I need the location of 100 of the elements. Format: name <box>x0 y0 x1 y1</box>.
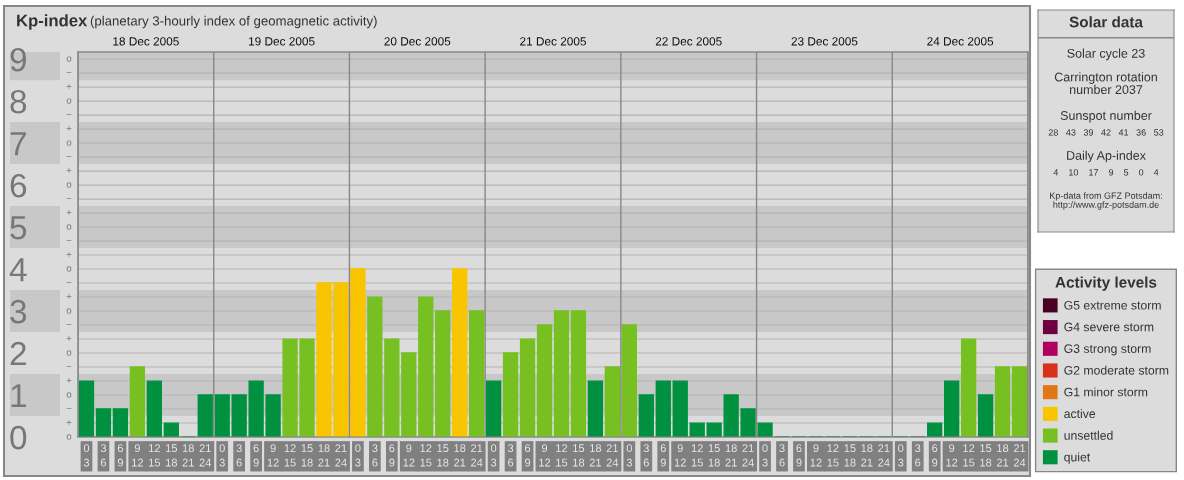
text: + <box>66 293 72 299</box>
text: + <box>66 419 72 425</box>
x-tick-label: 3 6 <box>372 444 378 467</box>
x-tick-label: 12 15 <box>963 444 975 467</box>
x-tick-label: 6 9 <box>932 444 938 467</box>
text: − <box>66 281 72 283</box>
chart-subtitle: (planetary 3-hourly index of geomagnetic activity) <box>90 15 377 29</box>
x-tick-label: 6 9 <box>253 444 259 467</box>
text: 4 10 17 9 5 0 4 <box>1053 169 1159 176</box>
x-tick-label: 3 6 <box>643 444 649 467</box>
x-tick-label: 0 3 <box>762 444 768 467</box>
x-tick-label: 21 24 <box>606 444 619 467</box>
x-tick-label: 15 18 <box>165 444 178 467</box>
text: + <box>66 209 72 215</box>
legend-title: Activity levels <box>1055 276 1157 291</box>
x-tick-label: 18 21 <box>996 444 1009 467</box>
text: o <box>66 140 72 146</box>
legend-label: G4 severe storm <box>1064 322 1154 332</box>
y-tick-label: 7 <box>10 132 26 156</box>
legend-label: unsettled <box>1064 430 1113 440</box>
text: Carrington rotation number 2037 <box>1054 72 1157 94</box>
x-tick-label: 9 12 <box>539 444 551 467</box>
x-tick-label: 21 24 <box>742 444 754 467</box>
text: o <box>66 224 72 230</box>
x-tick-label: 9 12 <box>810 444 822 467</box>
y-tick-label: 3 <box>10 299 27 324</box>
legend-label: G2 moderate storm <box>1064 365 1169 375</box>
x-tick-label: 0 3 <box>355 444 361 467</box>
text: o <box>66 350 72 356</box>
x-tick-label: 0 3 <box>898 444 904 467</box>
legend-label: G3 strong storm <box>1064 344 1151 356</box>
x-tick-label: 18 21 <box>861 444 873 467</box>
text: − <box>66 114 72 115</box>
x-tick-label: 0 3 <box>490 444 497 467</box>
text: Kp-data from GFZ Potsdam: http://www.gfz-potsdam.de <box>1050 192 1162 210</box>
legend-label: G5 extreme storm <box>1064 300 1161 310</box>
x-tick-label: 21 24 <box>1013 444 1026 467</box>
x2-tick-label: 19 Dec 2005 <box>249 37 315 46</box>
y-tick-label: 9 <box>10 47 26 72</box>
x-tick-label: 3 6 <box>100 444 107 467</box>
text: − <box>66 156 72 157</box>
x-tick-label: 9 12 <box>946 444 958 467</box>
x-tick-label: 18 21 <box>454 444 466 467</box>
x-tick-label: 3 6 <box>915 444 921 467</box>
x-tick-label: 9 12 <box>674 444 686 467</box>
text: o <box>66 434 72 440</box>
x-tick-label: 15 18 <box>573 444 585 467</box>
x-tick-label: 12 15 <box>691 444 703 467</box>
x-tick-label: 15 18 <box>437 444 449 467</box>
y-tick-label: 8 <box>10 89 27 114</box>
x2-tick-label: 20 Dec 2005 <box>384 37 451 46</box>
text: + <box>66 335 72 341</box>
x-tick-label: 12 15 <box>284 444 296 467</box>
text: 28 43 39 42 41 36 53 <box>1048 129 1164 136</box>
x-tick-label: 15 18 <box>708 444 720 467</box>
x-tick-label: 9 12 <box>132 444 143 467</box>
x-tick-label: 15 18 <box>980 444 992 467</box>
y-tick-label: 1 <box>11 384 26 408</box>
x2-tick-label: 18 Dec 2005 <box>113 37 179 46</box>
text: o <box>66 308 72 314</box>
text: + <box>66 251 72 257</box>
x-tick-label: 6 9 <box>796 444 802 467</box>
x-tick-label: 15 18 <box>844 444 856 467</box>
text: Daily Ap-index <box>1067 150 1146 163</box>
text: + <box>66 126 72 131</box>
text: o <box>66 56 72 62</box>
text: Solar cycle 23 <box>1067 48 1145 61</box>
x-tick-label: 6 9 <box>117 444 124 467</box>
x-tick-label: 21 24 <box>471 444 483 467</box>
x-tick-label: 6 9 <box>524 444 531 467</box>
x-tick-label: 0 3 <box>83 444 90 467</box>
x2-tick-label: 21 Dec 2005 <box>520 37 586 46</box>
text: − <box>66 198 72 199</box>
x-tick-label: 3 6 <box>236 444 242 467</box>
text: − <box>66 365 72 367</box>
text: Solar data <box>1069 16 1144 28</box>
text: + <box>66 377 72 383</box>
x-tick-label: 9 12 <box>267 444 279 467</box>
x-tick-label: 12 15 <box>556 444 568 467</box>
y-tick-label: 4 <box>9 258 27 282</box>
x2-tick-label: 23 Dec 2005 <box>791 37 858 46</box>
text: − <box>66 72 72 73</box>
y-tick-label: 0 <box>10 425 27 450</box>
x-tick-label: 21 24 <box>878 444 890 467</box>
x-tick-label: 3 6 <box>779 444 785 467</box>
x2-tick-label: 22 Dec 2005 <box>655 37 722 46</box>
x-tick-label: 3 6 <box>507 444 514 467</box>
x-tick-label: 18 21 <box>589 444 602 467</box>
x-tick-label: 0 3 <box>219 444 225 467</box>
x-tick-label: 6 9 <box>389 444 395 467</box>
x-tick-label: 0 3 <box>626 444 632 467</box>
text: − <box>66 323 72 325</box>
x2-tick-label: 24 Dec 2005 <box>927 37 994 46</box>
y-tick-label: 2 <box>10 341 26 366</box>
y-tick-label: 5 <box>10 216 27 240</box>
x-tick-label: 18 21 <box>182 444 194 467</box>
text: o <box>66 182 72 188</box>
x-tick-label: 6 9 <box>660 444 666 467</box>
x-tick-label: 9 12 <box>403 444 415 467</box>
x-tick-label: 15 18 <box>301 444 313 467</box>
